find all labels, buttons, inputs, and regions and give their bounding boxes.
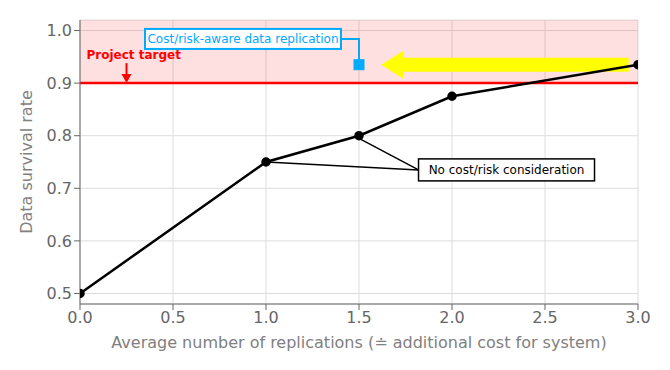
svg-text:1.0: 1.0 bbox=[47, 21, 72, 40]
svg-text:2.0: 2.0 bbox=[439, 308, 464, 327]
svg-text:0.5: 0.5 bbox=[160, 308, 185, 327]
svg-text:3.0: 3.0 bbox=[625, 308, 650, 327]
svg-text:0.0: 0.0 bbox=[67, 308, 92, 327]
svg-text:0.8: 0.8 bbox=[47, 126, 72, 145]
svg-text:Data survival rate: Data survival rate bbox=[17, 90, 36, 234]
svg-text:0.5: 0.5 bbox=[47, 284, 72, 303]
svg-text:1.5: 1.5 bbox=[346, 308, 371, 327]
svg-text:Cost/risk-aware data replicati: Cost/risk-aware data replication bbox=[147, 32, 338, 46]
svg-text:0.6: 0.6 bbox=[47, 232, 72, 251]
svg-text:No cost/risk consideration: No cost/risk consideration bbox=[429, 163, 585, 177]
svg-text:2.5: 2.5 bbox=[532, 308, 557, 327]
svg-text:1.0: 1.0 bbox=[253, 308, 278, 327]
svg-text:0.7: 0.7 bbox=[47, 179, 72, 198]
svg-text:0.9: 0.9 bbox=[47, 74, 72, 93]
svg-text:Average number of replications: Average number of replications (≐ additi… bbox=[111, 333, 606, 352]
svg-text:Project target: Project target bbox=[87, 48, 182, 62]
